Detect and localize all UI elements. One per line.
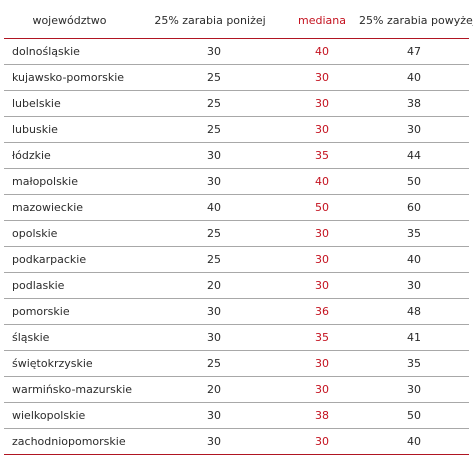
cell-p25-above: 50 xyxy=(359,402,469,430)
cell-p25-above: 40 xyxy=(359,64,469,91)
cell-median: 50 xyxy=(285,194,359,221)
header-p25-above: 25% zarabia powyżej xyxy=(359,4,473,39)
table-row: śląskie 30 35 41 xyxy=(4,324,469,352)
cell-p25-below: 30 xyxy=(135,324,285,352)
cell-p25-below: 30 xyxy=(135,168,285,195)
table-row: warmińsko-mazurskie 20 30 30 xyxy=(4,376,469,404)
cell-region: łódzkie xyxy=(4,142,135,169)
table-row: łódzkie 30 35 44 xyxy=(4,142,469,169)
header-row: województwo 25% zarabia poniżej mediana … xyxy=(4,4,473,39)
header-p25-below: 25% zarabia poniżej xyxy=(135,4,285,39)
cell-p25-above: 38 xyxy=(359,90,469,117)
cell-median: 30 xyxy=(285,220,359,247)
cell-p25-above: 35 xyxy=(359,220,469,247)
cell-p25-above: 30 xyxy=(359,272,469,299)
cell-p25-below: 25 xyxy=(135,350,285,378)
salary-by-region-table: województwo 25% zarabia poniżej mediana … xyxy=(4,4,473,456)
table-row: mazowieckie 40 50 60 xyxy=(4,194,469,221)
cell-p25-below: 20 xyxy=(135,376,285,404)
cell-region: podkarpackie xyxy=(4,246,135,273)
cell-region: lubuskie xyxy=(4,116,135,143)
cell-region: wielkopolskie xyxy=(4,402,135,430)
cell-p25-below: 25 xyxy=(135,246,285,273)
cell-region: zachodniopomorskie xyxy=(4,428,135,456)
cell-region: lubelskie xyxy=(4,90,135,117)
cell-region: mazowieckie xyxy=(4,194,135,221)
table-row: zachodniopomorskie 30 30 40 xyxy=(4,428,469,456)
cell-region: małopolskie xyxy=(4,168,135,195)
cell-region: kujawsko-pomorskie xyxy=(4,64,135,91)
cell-p25-above: 40 xyxy=(359,428,469,456)
header-median: mediana xyxy=(285,4,359,39)
table-row: podlaskie 20 30 30 xyxy=(4,272,469,299)
cell-p25-above: 50 xyxy=(359,168,469,195)
cell-p25-below: 25 xyxy=(135,64,285,91)
table-row: wielkopolskie 30 38 50 xyxy=(4,402,469,430)
cell-median: 30 xyxy=(285,116,359,143)
cell-region: opolskie xyxy=(4,220,135,247)
cell-median: 36 xyxy=(285,298,359,326)
cell-p25-above: 48 xyxy=(359,298,469,326)
cell-median: 30 xyxy=(285,246,359,273)
cell-median: 35 xyxy=(285,142,359,169)
cell-region: pomorskie xyxy=(4,298,135,326)
cell-median: 35 xyxy=(285,324,359,352)
cell-p25-above: 47 xyxy=(359,38,469,65)
cell-p25-below: 25 xyxy=(135,90,285,117)
cell-region: śląskie xyxy=(4,324,135,352)
cell-p25-below: 30 xyxy=(135,428,285,456)
cell-p25-above: 60 xyxy=(359,194,469,221)
cell-median: 30 xyxy=(285,64,359,91)
cell-p25-below: 20 xyxy=(135,272,285,299)
cell-median: 30 xyxy=(285,376,359,404)
table-row: świętokrzyskie 25 30 35 xyxy=(4,350,469,378)
cell-median: 40 xyxy=(285,168,359,195)
table-row: lubuskie 25 30 30 xyxy=(4,116,469,143)
cell-p25-above: 30 xyxy=(359,376,469,404)
cell-p25-above: 40 xyxy=(359,246,469,273)
cell-p25-below: 30 xyxy=(135,38,285,65)
table-row: opolskie 25 30 35 xyxy=(4,220,469,247)
table-row: podkarpackie 25 30 40 xyxy=(4,246,469,273)
cell-median: 30 xyxy=(285,90,359,117)
cell-region: świętokrzyskie xyxy=(4,350,135,378)
cell-region: warmińsko-mazurskie xyxy=(4,376,135,404)
table-row: pomorskie 30 36 48 xyxy=(4,298,469,326)
cell-p25-below: 25 xyxy=(135,220,285,247)
table-row: lubelskie 25 30 38 xyxy=(4,90,469,117)
cell-p25-above: 35 xyxy=(359,350,469,378)
cell-median: 30 xyxy=(285,428,359,456)
cell-median: 30 xyxy=(285,272,359,299)
header-region: województwo xyxy=(4,4,135,39)
cell-p25-above: 44 xyxy=(359,142,469,169)
cell-p25-below: 40 xyxy=(135,194,285,221)
table-row: kujawsko-pomorskie 25 30 40 xyxy=(4,64,469,91)
cell-p25-below: 30 xyxy=(135,298,285,326)
cell-p25-below: 30 xyxy=(135,402,285,430)
cell-p25-below: 30 xyxy=(135,142,285,169)
cell-p25-above: 30 xyxy=(359,116,469,143)
cell-region: dolnośląskie xyxy=(4,38,135,65)
cell-p25-below: 25 xyxy=(135,116,285,143)
cell-median: 30 xyxy=(285,350,359,378)
cell-median: 38 xyxy=(285,402,359,430)
table-row: dolnośląskie 30 40 47 xyxy=(4,38,469,65)
cell-region: podlaskie xyxy=(4,272,135,299)
cell-median: 40 xyxy=(285,38,359,65)
cell-p25-above: 41 xyxy=(359,324,469,352)
table-row: małopolskie 30 40 50 xyxy=(4,168,469,195)
